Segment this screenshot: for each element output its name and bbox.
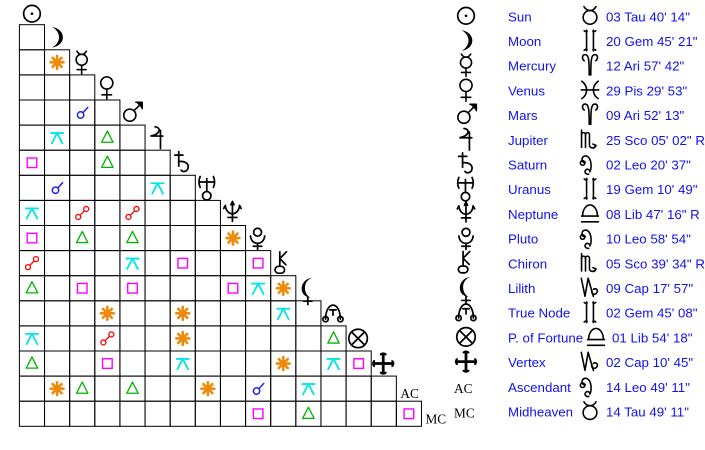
svg-text:Vertex: Vertex bbox=[508, 355, 546, 370]
svg-text:05 Sco 39' 34" R: 05 Sco 39' 34" R bbox=[606, 256, 705, 271]
svg-text:Midheaven: Midheaven bbox=[508, 405, 573, 420]
svg-text:02 Cap 10' 45": 02 Cap 10' 45" bbox=[606, 355, 693, 370]
svg-text:Venus: Venus bbox=[508, 83, 545, 98]
svg-text:MC: MC bbox=[425, 411, 446, 426]
svg-text:19 Gem 10' 49": 19 Gem 10' 49" bbox=[606, 182, 698, 197]
svg-text:09 Ari 52' 13": 09 Ari 52' 13" bbox=[606, 108, 685, 123]
svg-text:29 Pis 29' 53": 29 Pis 29' 53" bbox=[606, 83, 687, 98]
svg-text:Saturn: Saturn bbox=[508, 158, 547, 173]
svg-text:Sun: Sun bbox=[508, 9, 532, 24]
svg-text:Mars: Mars bbox=[508, 108, 538, 123]
svg-text:25 Sco 05' 02" R: 25 Sco 05' 02" R bbox=[606, 133, 705, 148]
svg-text:01 Lib 54' 18": 01 Lib 54' 18" bbox=[612, 330, 693, 345]
svg-text:Neptune: Neptune bbox=[508, 207, 558, 222]
svg-text:20 Gem 45' 21": 20 Gem 45' 21" bbox=[606, 34, 698, 49]
svg-text:02 Leo 20' 37": 02 Leo 20' 37" bbox=[606, 158, 691, 173]
svg-text:02 Gem 45' 08": 02 Gem 45' 08" bbox=[606, 306, 698, 321]
svg-text:AC: AC bbox=[400, 386, 419, 401]
svg-text:08 Lib 47' 16" R: 08 Lib 47' 16" R bbox=[606, 207, 700, 222]
svg-text:14 Tau 49' 11": 14 Tau 49' 11" bbox=[606, 405, 689, 420]
svg-text:Jupiter: Jupiter bbox=[508, 133, 548, 148]
svg-text:Mercury: Mercury bbox=[508, 59, 556, 74]
svg-text:Lilith: Lilith bbox=[508, 281, 535, 296]
svg-text:P. of Fortune: P. of Fortune bbox=[508, 330, 583, 345]
svg-text:14 Leo 49' 11": 14 Leo 49' 11" bbox=[606, 380, 690, 395]
svg-text:Moon: Moon bbox=[508, 34, 541, 49]
svg-text:09 Cap 17' 57": 09 Cap 17' 57" bbox=[606, 281, 693, 296]
svg-text:AC: AC bbox=[454, 381, 473, 396]
svg-text:12 Ari 57' 42": 12 Ari 57' 42" bbox=[606, 59, 685, 74]
svg-text:Uranus: Uranus bbox=[508, 182, 551, 197]
svg-text:03 Tau 40' 14": 03 Tau 40' 14" bbox=[606, 9, 690, 24]
svg-text:Ascendant: Ascendant bbox=[508, 380, 571, 395]
svg-text:True Node: True Node bbox=[508, 306, 570, 321]
svg-text:10 Leo 58' 54": 10 Leo 58' 54" bbox=[606, 232, 691, 247]
svg-text:MC: MC bbox=[454, 406, 475, 421]
svg-text:Pluto: Pluto bbox=[508, 232, 538, 247]
svg-text:Chiron: Chiron bbox=[508, 256, 547, 271]
